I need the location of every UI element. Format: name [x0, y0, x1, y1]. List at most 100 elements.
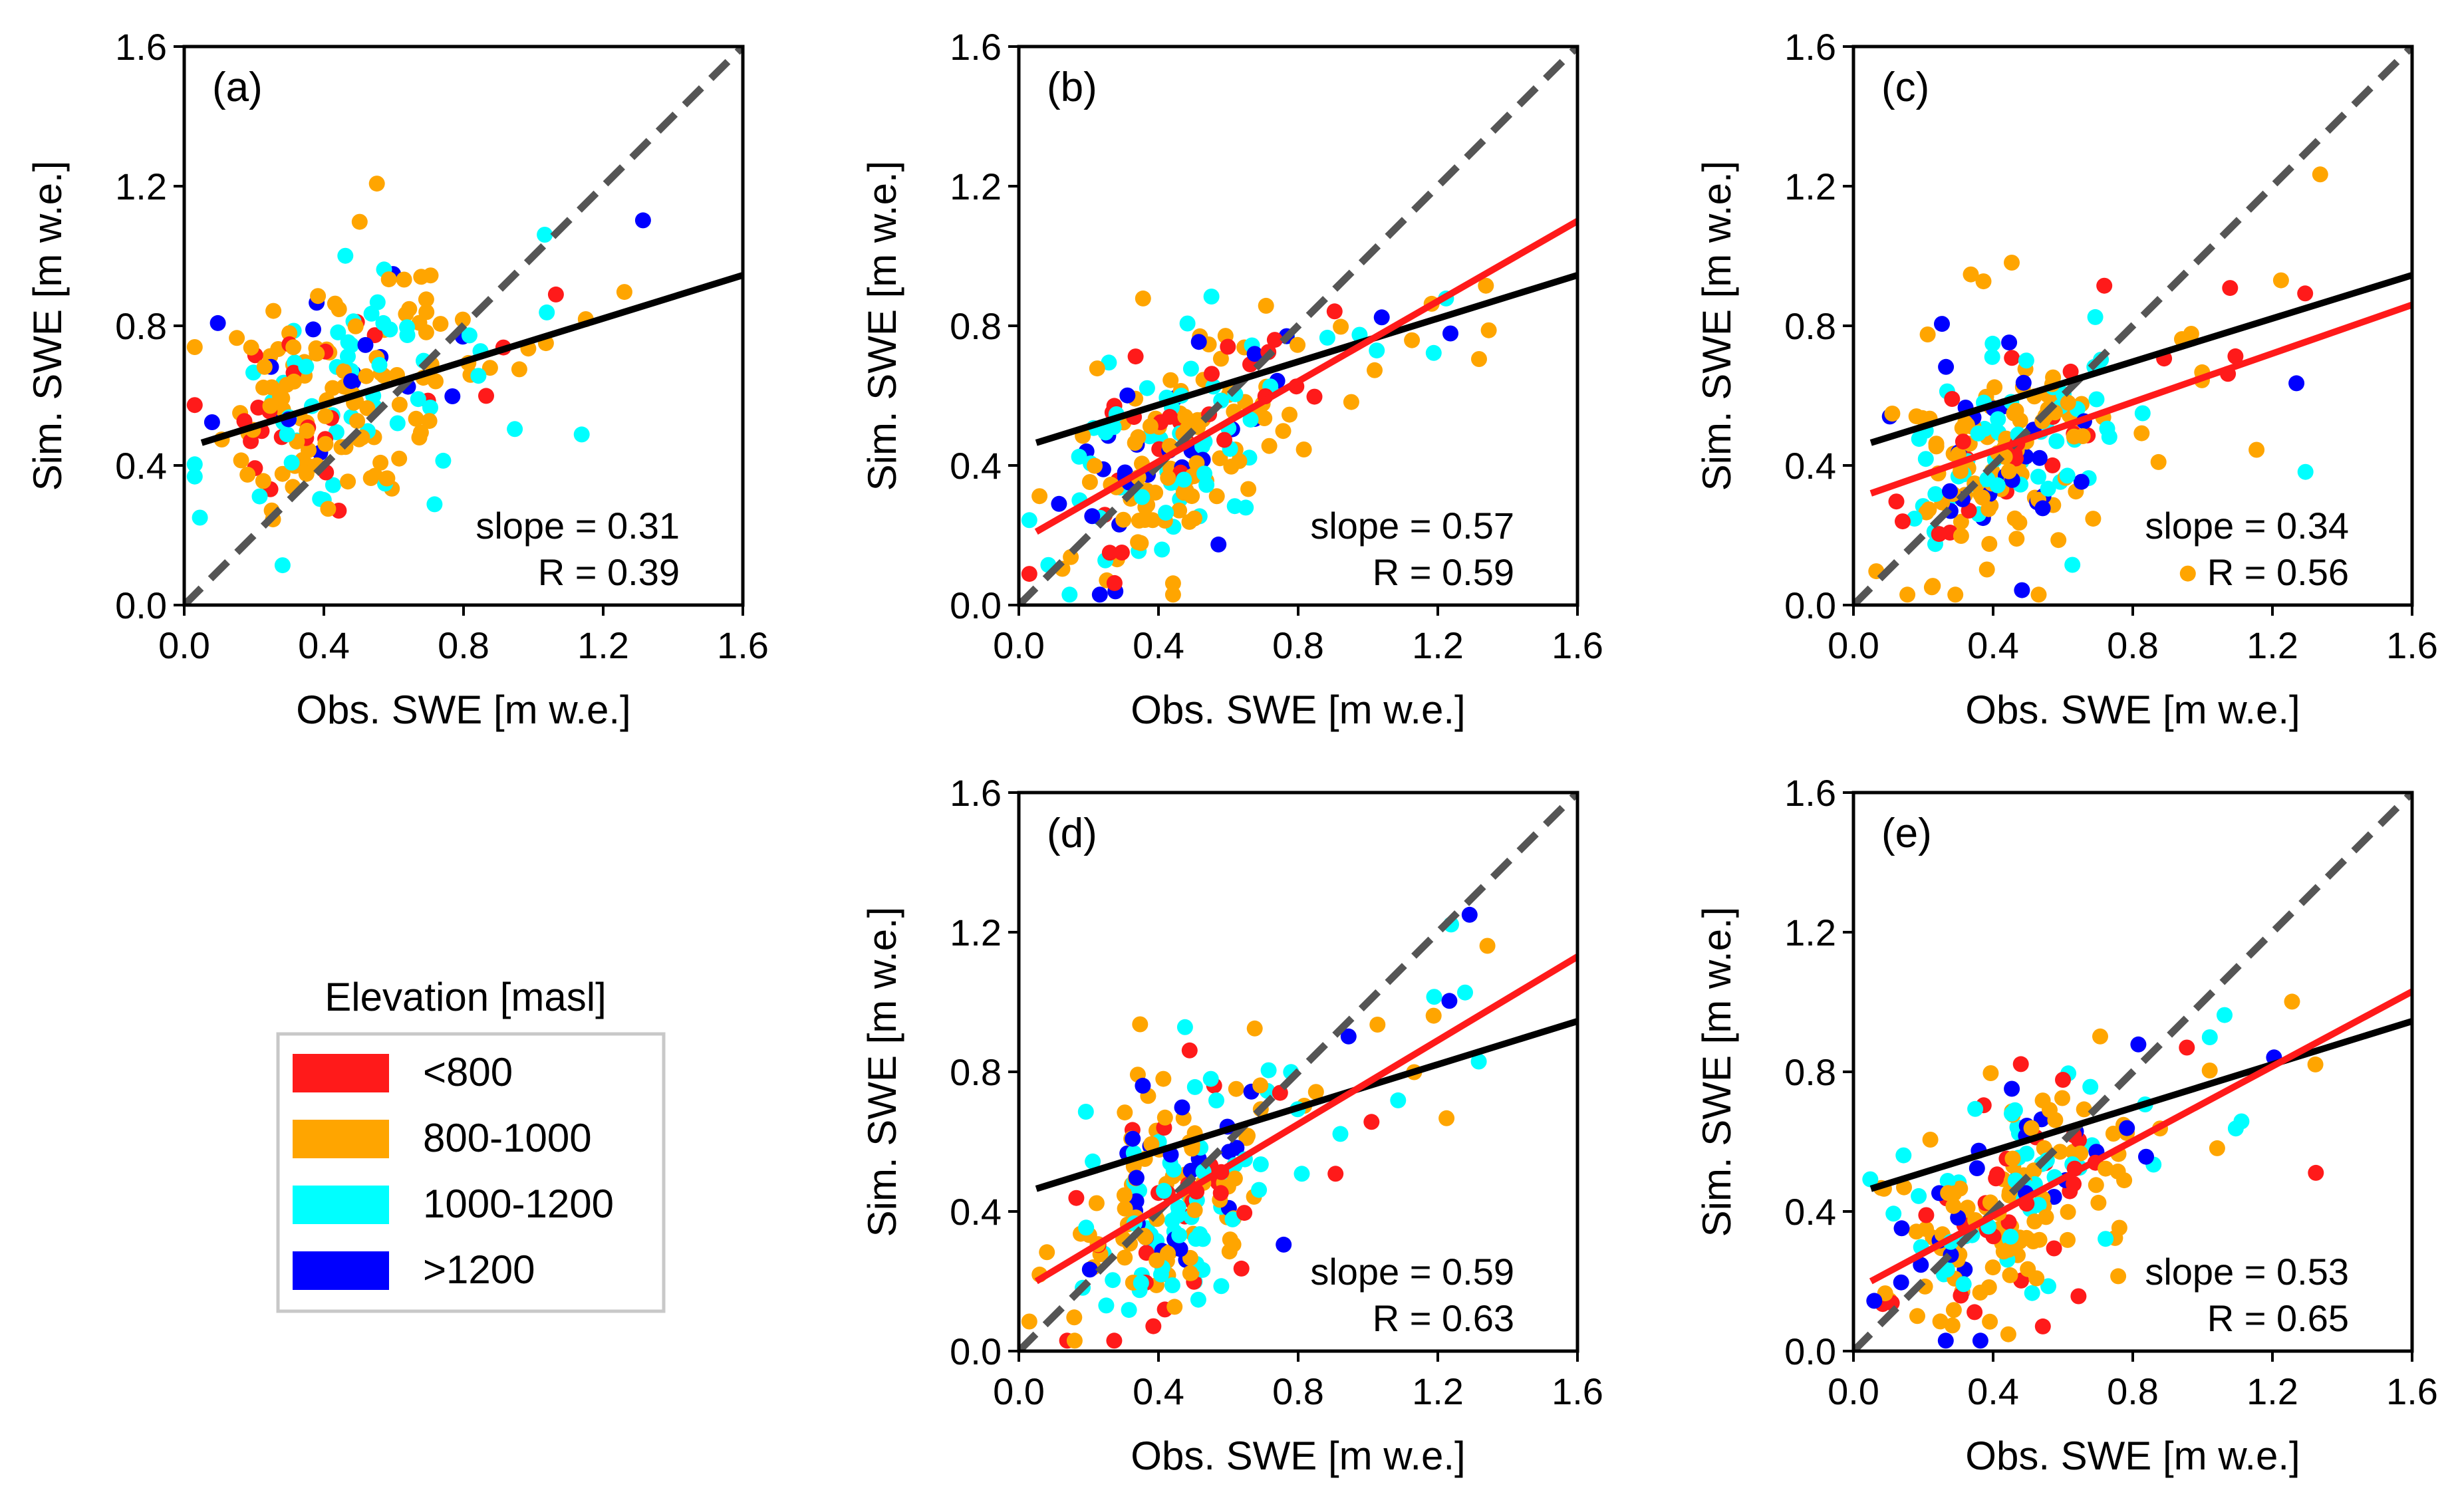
reference-fit-line — [1035, 272, 1577, 446]
data-point — [1918, 1221, 1935, 1237]
data-point — [1208, 488, 1225, 505]
x-axis-label: Obs. SWE [m w.e.] — [1965, 1434, 2300, 1478]
data-point — [1426, 989, 1442, 1005]
data-point — [1931, 526, 1947, 543]
data-point — [1899, 586, 1916, 603]
data-point — [186, 339, 203, 355]
data-point — [1256, 410, 1273, 426]
y-tick-label: 0.8 — [1784, 1051, 1836, 1093]
data-point — [229, 330, 245, 346]
data-point — [1945, 1302, 1962, 1319]
data-point — [1252, 1077, 1269, 1094]
data-point — [2006, 405, 2022, 422]
x-tick-label: 1.6 — [1552, 624, 1603, 666]
data-point — [2217, 1007, 2233, 1023]
data-point — [1162, 372, 1179, 388]
data-point — [2008, 531, 2025, 547]
data-point — [1922, 1132, 1939, 1148]
data-point — [1972, 1332, 1988, 1349]
data-point — [2034, 500, 2051, 517]
data-point — [2222, 280, 2239, 297]
data-point — [1332, 1126, 1349, 1142]
data-point — [2082, 1078, 2099, 1095]
data-point — [1895, 513, 1911, 530]
data-point — [2070, 1288, 2087, 1305]
data-point — [1105, 1272, 1121, 1289]
data-point — [2004, 255, 2020, 271]
data-point — [2183, 326, 2199, 342]
legend: Elevation [masl] <800 800-1000 1000-1200 >12… — [276, 975, 666, 1313]
data-point — [1425, 1007, 1442, 1024]
x-tick-label: 1.6 — [717, 624, 769, 666]
data-point — [1986, 379, 2003, 396]
reference-fit-line — [1869, 272, 2412, 446]
data-point — [347, 318, 364, 334]
y-tick-label: 0.0 — [115, 584, 167, 626]
data-point — [1363, 1114, 1380, 1130]
fit-line — [1034, 218, 1577, 535]
data-point — [1176, 1019, 1193, 1035]
data-point — [1216, 432, 1232, 448]
data-point — [396, 271, 412, 288]
data-point — [274, 557, 291, 574]
data-point — [418, 291, 434, 308]
data-point — [1480, 322, 1497, 338]
data-point — [1888, 493, 1905, 510]
data-point — [1470, 1053, 1487, 1070]
data-point — [2048, 433, 2065, 449]
data-point — [1984, 335, 2001, 352]
data-point — [422, 267, 439, 284]
data-point — [1369, 342, 1385, 359]
data-point — [1927, 486, 1944, 503]
panel-label: (a) — [212, 64, 263, 110]
data-point — [2004, 350, 2020, 366]
slope-annotation: slope = 0.53 — [2145, 1251, 2349, 1293]
data-point — [1373, 309, 1390, 326]
data-point — [1258, 297, 1274, 314]
data-point — [411, 430, 428, 445]
plot-area — [1853, 793, 2412, 1351]
data-point — [1866, 1293, 1883, 1309]
data-point — [2209, 1140, 2225, 1156]
data-point — [1343, 394, 1359, 410]
data-point — [2272, 272, 2289, 289]
one-to-one-line — [1853, 47, 2412, 605]
data-point — [340, 348, 356, 364]
data-point — [1921, 501, 1937, 518]
data-point — [301, 442, 317, 458]
data-point — [239, 466, 256, 483]
y-tick-label: 1.2 — [950, 912, 1002, 953]
y-tick-label: 1.6 — [950, 772, 1002, 814]
x-tick-label: 1.2 — [1412, 1370, 1464, 1412]
data-point — [317, 436, 334, 452]
data-point — [1078, 1219, 1095, 1236]
data-point — [1919, 326, 1936, 342]
legend-label: 1000-1200 — [423, 1182, 614, 1226]
y-axis-label: Sim. SWE [m w.e.] — [1695, 907, 1739, 1237]
data-point — [1982, 1313, 1998, 1330]
data-point — [1130, 534, 1147, 551]
panel-e: 0.00.0 0.4 0.4 0.8 0.8 1.2 1.2 1.6 1.6 Obs. SWE [… — [1695, 772, 2438, 1478]
data-point — [1955, 1276, 1972, 1293]
data-point — [359, 400, 376, 416]
data-point — [1213, 1278, 1230, 1295]
y-tick-label: 0.0 — [1784, 1330, 1836, 1372]
data-point — [2060, 394, 2076, 411]
data-point — [1959, 417, 1975, 434]
data-point — [1893, 1274, 1909, 1291]
fit-line — [1034, 953, 1577, 1285]
data-point — [369, 294, 386, 311]
data-point — [1988, 1170, 2004, 1187]
data-point — [298, 358, 315, 375]
data-point — [285, 339, 302, 356]
data-point — [616, 284, 632, 301]
data-point — [1106, 574, 1123, 591]
data-point — [2031, 449, 2048, 466]
x-tick-label: 0.0 — [158, 624, 210, 666]
data-point — [1442, 325, 1458, 342]
data-point — [1165, 1162, 1182, 1178]
data-point — [422, 400, 438, 416]
data-point — [1081, 1261, 1098, 1278]
data-point — [1917, 451, 1934, 467]
data-point — [2138, 1148, 2154, 1165]
